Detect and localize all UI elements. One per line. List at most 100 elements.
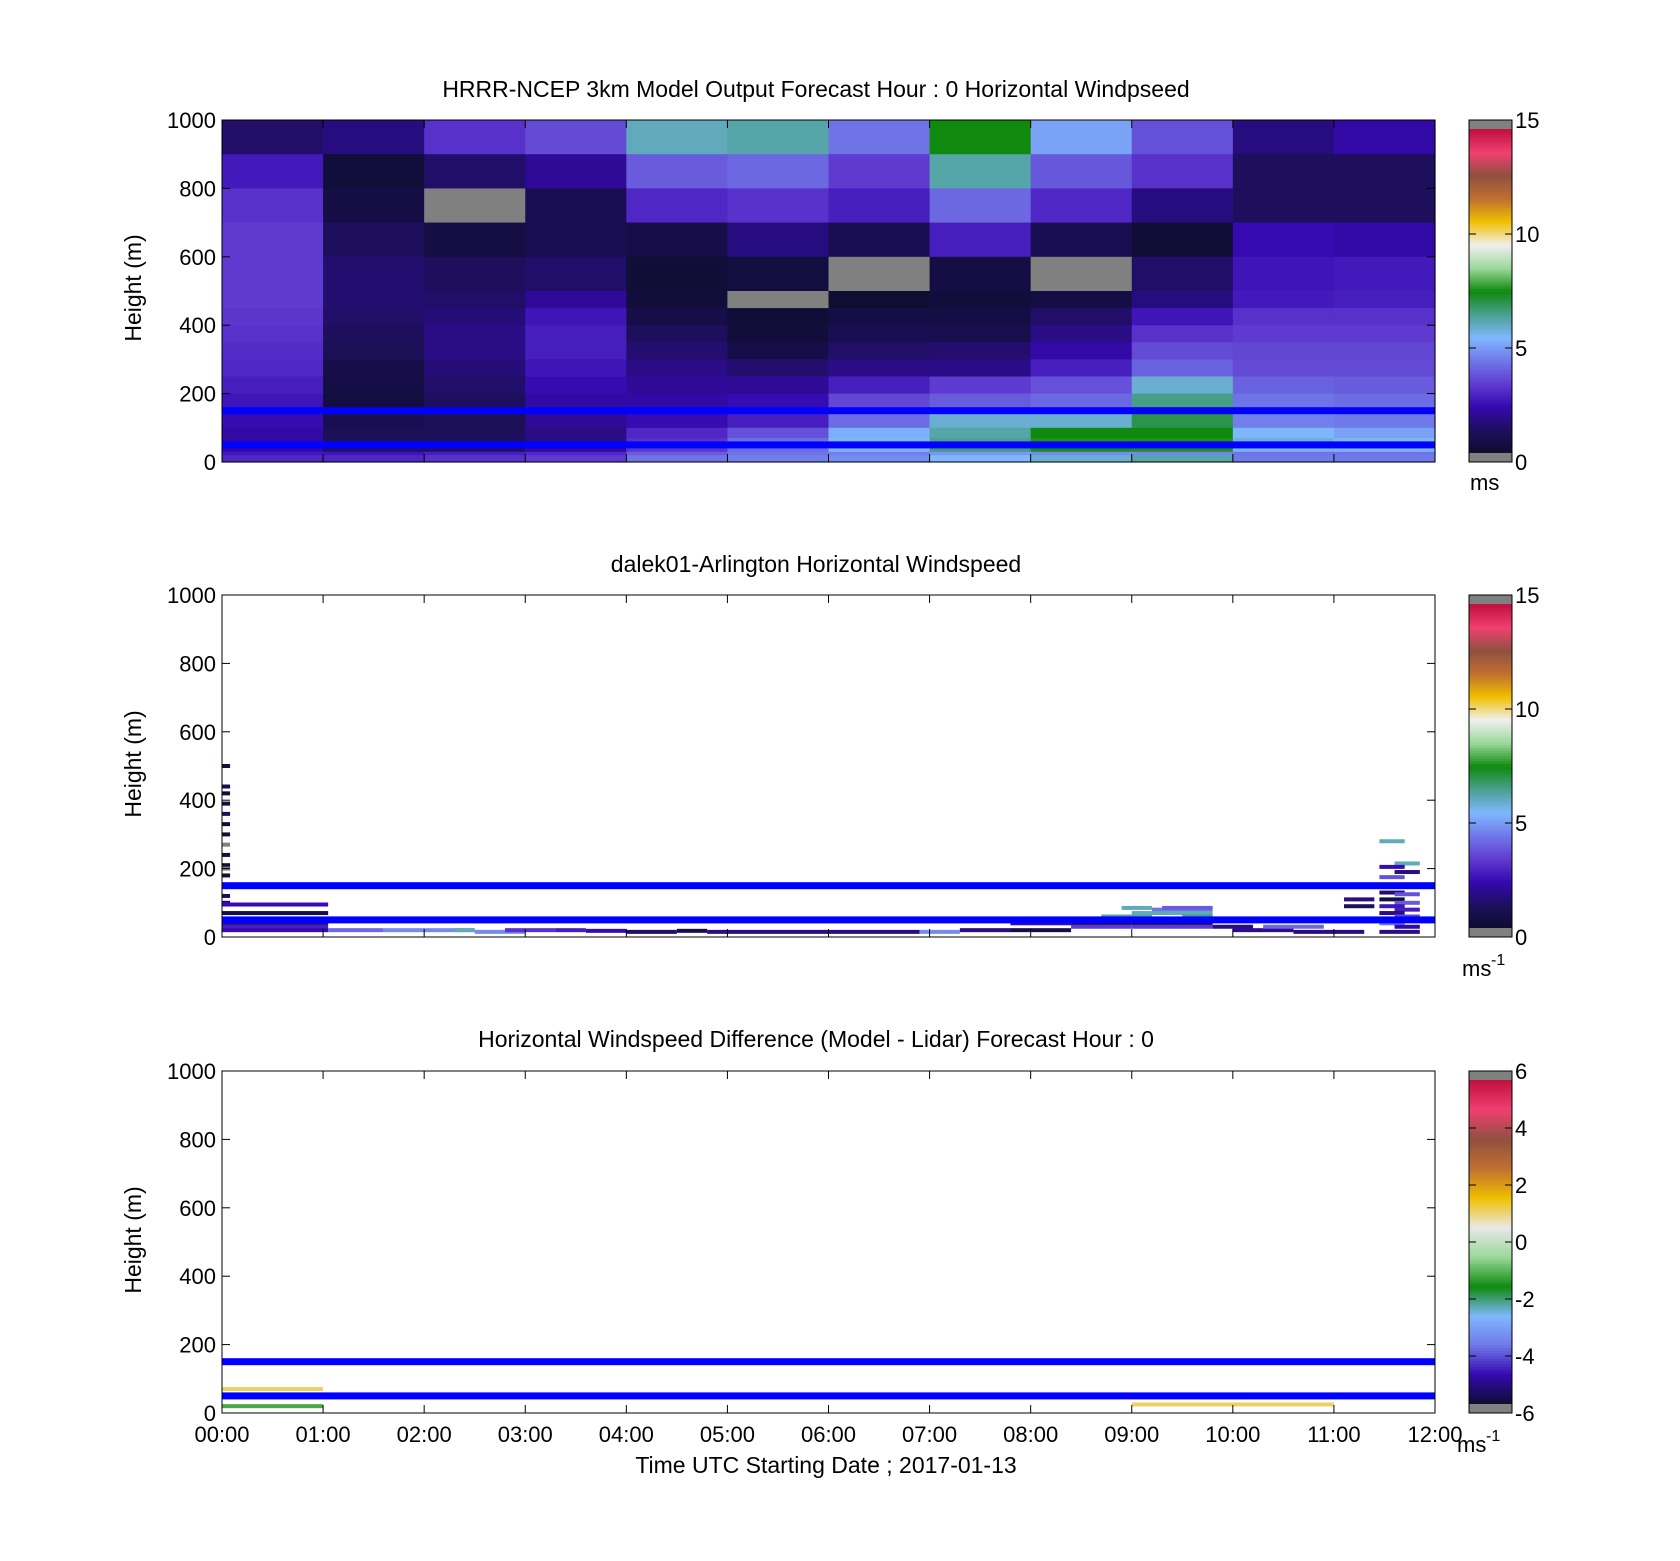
colorbar-step [1469,822,1512,826]
colorbar-step [1469,169,1512,173]
axes: 0 200 400 600 800 1000 [167,108,1436,475]
x-tick-label: 09:00 [1104,1422,1159,1447]
colorbar-step [1469,887,1512,891]
plot-background [222,1071,1435,1413]
colorbar-step [1469,1171,1512,1176]
colorbar-step [1469,353,1512,357]
colorbar-step [1469,925,1512,929]
colorbar-step [1469,1323,1512,1327]
colorbar-step [1469,1233,1512,1238]
data-segment [474,929,526,934]
y-tick-label: 800 [179,651,216,676]
data-segment [1394,907,1420,912]
colorbar-step [1469,757,1512,762]
colorbar-step [1469,1231,1512,1235]
colorbar-step [1469,1312,1512,1316]
colorbar-step [1469,728,1512,732]
heatmap-cell [828,410,931,429]
colorbar-step [1469,1368,1512,1373]
colorbar-step [1469,1093,1512,1097]
colorbar-step [1469,1277,1512,1281]
colorbar-step [1469,261,1512,265]
colorbar-step [1469,695,1512,700]
colorbar-step [1469,641,1512,646]
heatmap-cell [424,256,526,292]
colorbar-step [1469,1147,1512,1151]
colorbar-step [1469,1220,1512,1224]
colorbar-step [1469,749,1512,754]
colorbar-step [1469,323,1512,327]
colorbar-step [1469,774,1512,778]
colorbar-tick-label: 2 [1515,1173,1527,1198]
colorbar-step [1469,207,1512,211]
colorbar-step [1469,871,1512,875]
colorbar-step [1469,814,1512,818]
heatmap-cell [424,455,526,463]
heatmap-cell [1232,359,1335,378]
reference-lines [222,407,1435,449]
heatmap-cell [1333,427,1436,439]
heatmap-cell [1131,359,1234,378]
heatmap-cell [1030,222,1133,258]
heatmap-cell [1131,291,1234,309]
colorbar-step [1469,1382,1512,1386]
data-segment [222,832,231,837]
x-tick-label: 01:00 [296,1422,351,1447]
colorbar-step [1469,1385,1512,1389]
colorbar-step [1469,180,1512,184]
colorbar-step [1469,299,1512,303]
colorbar-step [1469,1163,1512,1167]
heatmap-cell [929,444,1032,453]
colorbar-step [1469,196,1512,200]
colorbar-step [1469,1177,1512,1181]
colorbar-step [1469,347,1512,351]
colorbar-step [1469,1209,1512,1213]
colorbar-step [1469,628,1512,632]
colorbar-step [1469,1107,1512,1111]
heatmap-cell [1030,342,1133,360]
heatmap-cell [1333,410,1436,429]
colorbar-step [1469,145,1512,149]
colorbar-step [1469,223,1512,227]
heatmap-cell [323,308,425,326]
colorbar-step [1469,1158,1512,1162]
heatmap-cell [1232,308,1335,326]
colorbar-step [1469,879,1512,883]
heatmap-cell [828,359,931,378]
colorbar-step [1469,1271,1512,1275]
colorbar-step [1469,388,1512,392]
colorbar-tick-label: -2 [1515,1287,1535,1312]
x-tick-label: 04:00 [599,1422,654,1447]
colorbar-step [1469,690,1512,694]
data-segment [1232,928,1294,933]
colorbar-step [1469,385,1512,389]
heatmap-cell [828,455,931,463]
colorbar-step [1469,1366,1512,1370]
colorbar-step [1469,1090,1512,1095]
y-tick-label: 0 [204,1401,216,1426]
panel-windspeed-difference: Horizontal Windspeed Difference (Model -… [120,1026,1535,1478]
colorbar-tick-label: 15 [1515,108,1539,133]
data-segment [1379,890,1405,895]
data-segment [959,928,1011,933]
heatmap-cell [1030,120,1133,155]
data-segment [222,911,329,916]
colorbar-step [1469,417,1512,422]
heatmap-cell [222,291,324,309]
colorbar-step [1469,258,1512,262]
colorbar-step [1469,779,1512,783]
data-segment [1394,892,1420,897]
colorbar-cap-bottom [1469,928,1512,937]
colorbar-step [1469,1374,1512,1378]
colorbar-step [1469,1185,1512,1189]
colorbar-step [1469,328,1512,333]
colorbar-step [1469,1190,1512,1194]
heatmap-cell [222,359,324,378]
heatmap-cell [222,256,324,292]
colorbar-step [1469,1363,1512,1367]
colorbar-step [1469,739,1512,743]
heatmap-cell [626,120,729,155]
heatmap-cell [424,444,526,453]
heatmap-cell [424,222,526,258]
colorbar-step [1469,1085,1512,1089]
